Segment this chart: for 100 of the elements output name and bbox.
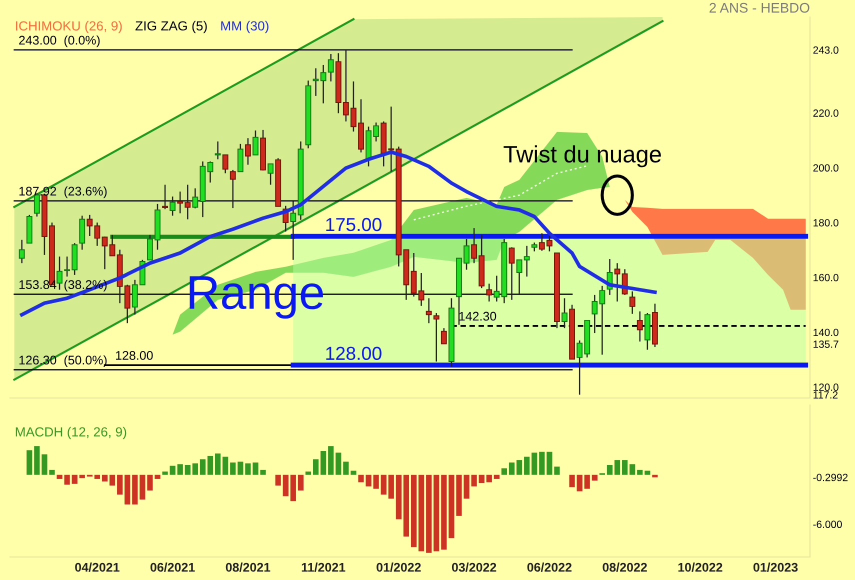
bar	[606, 464, 613, 475]
candlestick	[102, 236, 108, 270]
bar	[471, 474, 477, 486]
candlestick	[636, 310, 643, 342]
candlestick	[230, 169, 236, 209]
bar	[177, 464, 183, 475]
bar	[508, 462, 515, 475]
annotation: 175.00	[326, 218, 382, 232]
text: ZIG ZAG (5)	[135, 20, 207, 34]
bar	[124, 474, 130, 504]
candlestick	[222, 154, 228, 174]
bar	[298, 474, 304, 490]
bar	[532, 452, 538, 475]
bar	[102, 474, 108, 482]
x-tick-label: 06/2022	[527, 562, 572, 572]
bar	[388, 474, 394, 499]
candlestick	[207, 160, 214, 184]
candlestick	[79, 215, 86, 250]
y-tick-label: 140.0	[814, 328, 838, 336]
bar	[230, 462, 236, 475]
bar	[584, 474, 590, 489]
y-tick-label: 243.0	[813, 46, 838, 54]
y-tick-label: 160.0	[814, 274, 838, 282]
bar	[524, 456, 530, 475]
candlestick	[94, 222, 100, 246]
bar	[614, 460, 620, 475]
candlestick	[192, 188, 198, 209]
chart-subtitle: 2 ANS - HEBDO	[710, 2, 810, 13]
candlestick	[312, 68, 319, 97]
line-series	[413, 165, 588, 221]
bar	[554, 466, 560, 475]
y-tick-label: -0.2992	[813, 474, 848, 482]
bar	[343, 462, 349, 475]
bar	[380, 474, 386, 495]
y-tick-label: 180.0	[814, 219, 838, 226]
annotation: 128.00	[326, 346, 382, 360]
bar	[215, 453, 221, 475]
y-tick-label: 200.0	[813, 164, 838, 172]
candlestick	[614, 262, 620, 302]
bar	[373, 474, 379, 489]
bar	[569, 474, 575, 488]
candlestick	[268, 163, 274, 186]
y-tick-label: 117.2	[814, 391, 838, 398]
bar	[592, 474, 598, 481]
bar	[441, 474, 447, 550]
bar	[426, 474, 432, 553]
bar	[162, 472, 168, 475]
candlestick	[418, 272, 424, 307]
bar	[26, 450, 32, 475]
bar	[94, 474, 100, 479]
bar	[312, 459, 319, 475]
bar	[72, 474, 78, 484]
bar	[516, 460, 522, 475]
x-tick-label: 03/2022	[452, 562, 496, 572]
bar	[546, 452, 552, 475]
bar	[410, 474, 417, 548]
candlestick	[562, 298, 568, 329]
annotation: 243.00 (0.0%)	[19, 35, 100, 48]
candlestick	[486, 283, 492, 302]
bar	[336, 452, 342, 475]
bar	[140, 474, 146, 500]
candlestick	[629, 290, 636, 314]
bar	[207, 456, 214, 475]
bar	[652, 474, 658, 478]
bar	[200, 459, 206, 475]
bar	[290, 474, 296, 502]
bar	[275, 474, 281, 486]
candlestick	[440, 327, 447, 344]
bar	[117, 474, 123, 495]
candlestick	[524, 245, 530, 278]
bar	[56, 474, 62, 479]
x-tick-label: 01/2022	[376, 562, 421, 572]
candlestick	[410, 252, 417, 298]
bar	[350, 470, 356, 475]
bar	[282, 474, 288, 496]
x-tick-label: 04/2021	[75, 562, 120, 572]
bar	[637, 470, 643, 475]
candlestick	[18, 239, 25, 264]
bar	[238, 462, 244, 475]
x-tick-label: 08/2021	[226, 562, 270, 572]
candlestick	[244, 138, 251, 166]
text: MM (30)	[221, 20, 268, 34]
x-tick-label: 11/2021	[302, 562, 346, 572]
bar	[576, 474, 582, 492]
bar	[539, 452, 545, 475]
bar	[501, 468, 508, 475]
candlestick	[494, 275, 500, 302]
bar	[478, 474, 484, 484]
legend-label: ICHIMOKU (26, 9)	[16, 20, 122, 34]
x-tick-label: 08/2022	[602, 562, 647, 572]
candlestick	[252, 130, 258, 156]
bar	[644, 470, 650, 475]
candlestick	[86, 214, 93, 237]
bar	[320, 451, 326, 475]
y-tick-label: 220.0	[813, 109, 838, 117]
bar	[396, 474, 402, 520]
bar	[132, 474, 138, 504]
bar	[403, 474, 410, 536]
x-tick-label: 01/2023	[753, 562, 798, 572]
bar	[34, 446, 40, 475]
